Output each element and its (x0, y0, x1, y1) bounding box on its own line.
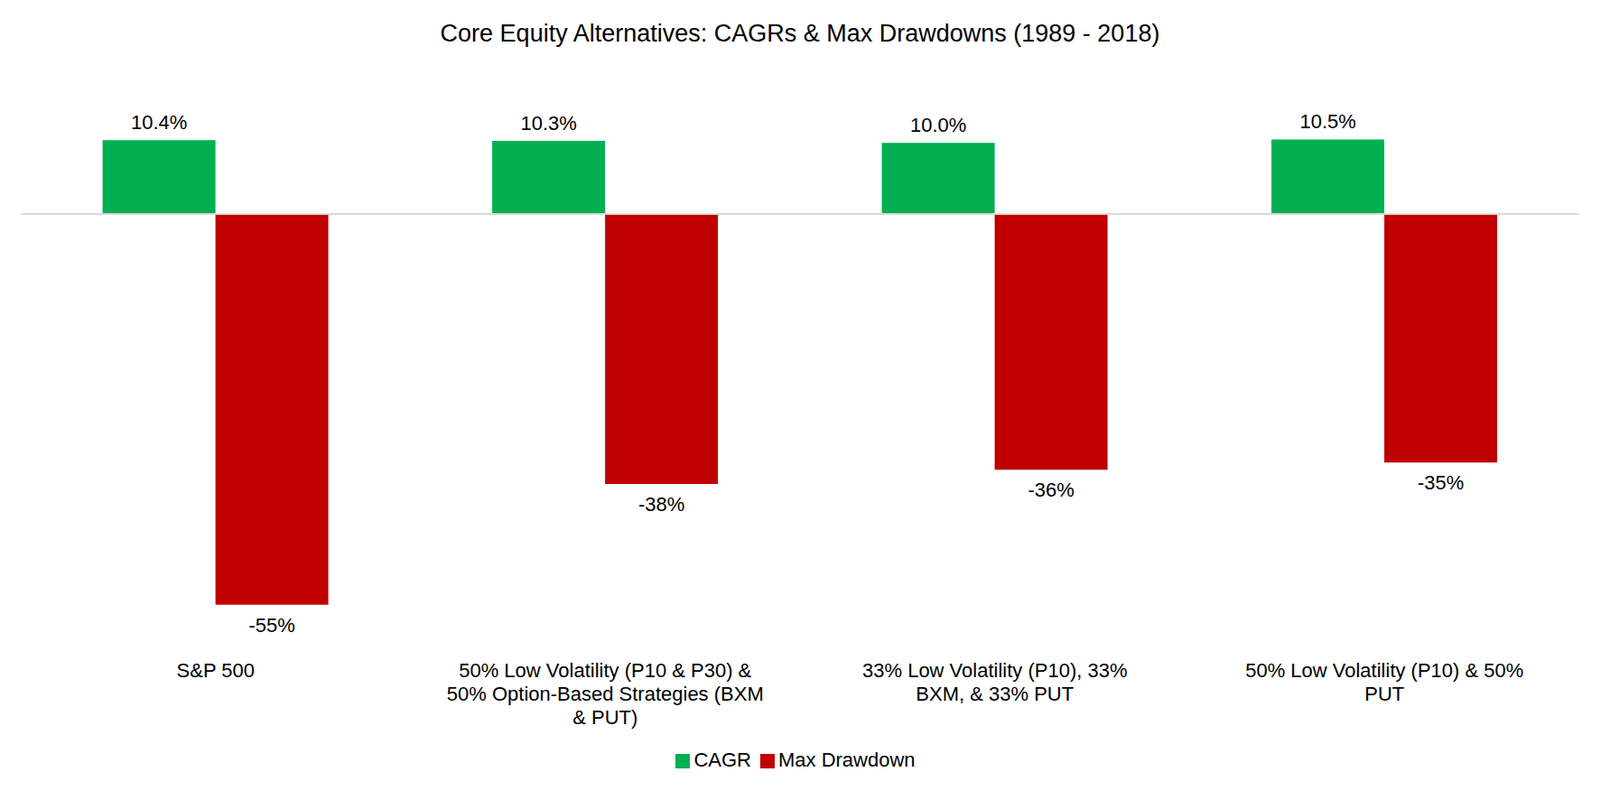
svg-text:50% Option-Based Strategies (B: 50% Option-Based Strategies (BXM (446, 682, 764, 706)
svg-text:10.5%: 10.5% (1299, 110, 1356, 133)
svg-text:PUT: PUT (1364, 682, 1405, 706)
html-text:CAGR: CAGR (693, 748, 752, 772)
html-text:Core Equity Alternatives: CAGR: Core Equity Alternatives: CAGRs & Max Dr… (440, 19, 1160, 47)
svg-text:50% Low Volatility (P10) & 50%: 50% Low Volatility (P10) & 50% (1245, 659, 1524, 682)
svg-text:& PUT): & PUT) (572, 706, 638, 729)
svg-text:50% Low Volatility (P10 & P30): 50% Low Volatility (P10 & P30) & (458, 659, 752, 682)
svg-text:-38%: -38% (638, 493, 685, 516)
html-text:Max Drawdown: Max Drawdown (778, 748, 916, 772)
svg-text:-35%: -35% (1417, 471, 1464, 494)
svg-text:10.4%: 10.4% (130, 111, 187, 134)
svg-text:10.3%: 10.3% (520, 111, 577, 135)
svg-text:-36%: -36% (1027, 478, 1074, 502)
svg-text:-55%: -55% (248, 613, 295, 637)
svg-text:S&P 500: S&P 500 (176, 659, 255, 682)
svg-text:33% Low Volatility (P10), 33%: 33% Low Volatility (P10), 33% (862, 659, 1128, 682)
svg-text:10.0%: 10.0% (910, 113, 967, 137)
svg-text:BXM, & 33% PUT: BXM, & 33% PUT (915, 682, 1074, 706)
